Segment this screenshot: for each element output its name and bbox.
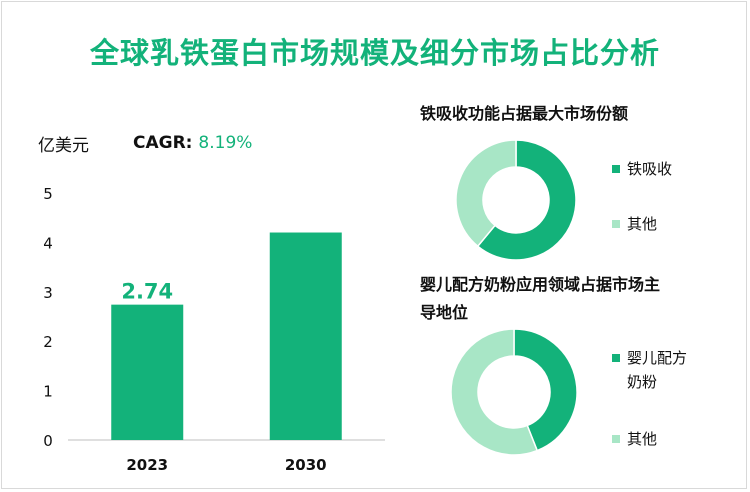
legend-swatch xyxy=(612,220,620,228)
bar-2023 xyxy=(111,304,184,440)
pie2-title-line-1: 婴儿配方奶粉应用领域占据市场主 xyxy=(420,275,661,294)
pie2-legend-label-1a: 婴儿配方 xyxy=(627,349,688,367)
y-tick-label: 4 xyxy=(43,234,53,252)
y-tick-label: 1 xyxy=(43,383,53,401)
pie2-slice-2 xyxy=(450,328,539,456)
pie2-slice-1 xyxy=(513,328,578,452)
pie2-title-line-2: 导地位 xyxy=(420,303,469,322)
y-tick-label: 2 xyxy=(43,333,53,351)
page-title: 全球乳铁蛋白市场规模及细分市场占比分析 xyxy=(89,36,660,70)
pie1-legend-item-other: 其他 xyxy=(612,212,657,236)
pie1-legend-item-iron-absorption: 铁吸收 xyxy=(612,157,672,181)
cagr-label: CAGR: 8.19% xyxy=(133,133,252,153)
y-tick-label: 5 xyxy=(43,185,53,203)
y-tick-label: 3 xyxy=(43,284,53,302)
bar-2030 xyxy=(269,232,342,440)
cagr-label-text: CAGR: xyxy=(133,133,193,153)
pie1-title: 铁吸收功能占据最大市场份额 xyxy=(420,104,629,123)
pie2-legend-item-infant-formula: 婴儿配方 奶粉 xyxy=(612,346,687,394)
pie1-slice-1 xyxy=(476,139,577,261)
pie1-legend-label-1: 铁吸收 xyxy=(627,160,673,178)
pie1-legend-label-2: 其他 xyxy=(627,215,658,233)
legend-swatch xyxy=(612,165,620,173)
y-axis-unit: 亿美元 xyxy=(38,136,89,156)
x-tick-label: 2030 xyxy=(285,456,327,474)
pie2-title: 婴儿配方奶粉应用领域占据市场主 导地位 xyxy=(420,271,660,327)
pie2-legend-item-other: 其他 xyxy=(612,427,657,451)
data-label: 2.74 xyxy=(121,280,173,304)
pie1-slice-2 xyxy=(455,139,517,248)
x-tick-label: 2023 xyxy=(126,456,168,474)
legend-swatch xyxy=(612,435,620,443)
legend-swatch xyxy=(612,354,620,362)
y-tick-label: 0 xyxy=(43,432,53,450)
pie2-legend-label-1b: 奶粉 xyxy=(627,373,658,391)
cagr-value: 8.19% xyxy=(198,133,253,153)
pie2-legend-label-2: 其他 xyxy=(627,430,658,448)
